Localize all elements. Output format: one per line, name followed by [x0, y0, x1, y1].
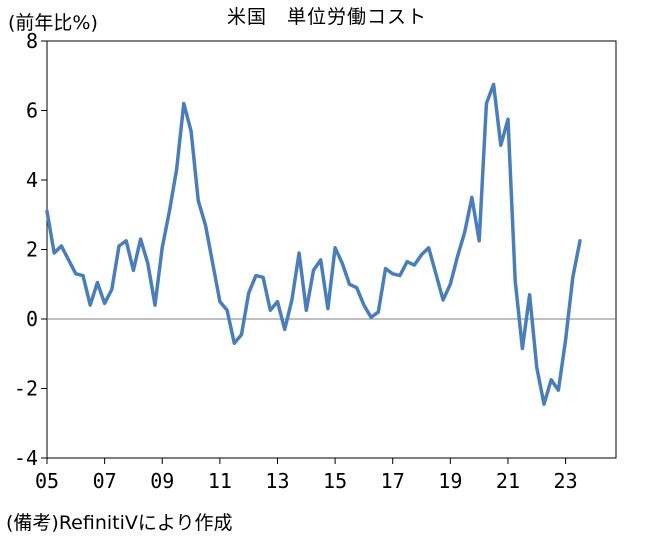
- y-tick-label: 2: [26, 238, 38, 262]
- x-tick-label: 11: [208, 469, 232, 493]
- y-axis-ticks: 8 6 4 2 0 -2 -4: [14, 29, 47, 470]
- x-tick-label: 09: [150, 469, 174, 493]
- x-tick-label: 05: [35, 469, 59, 493]
- chart-title: 米国 単位労働コスト: [226, 6, 427, 28]
- x-tick-label: 15: [323, 469, 347, 493]
- x-tick-label: 19: [438, 469, 462, 493]
- x-tick-label: 13: [265, 469, 289, 493]
- x-axis-ticks: 05 07 09 11 13 15 17 19 21 23: [35, 458, 578, 493]
- y-tick-label: 0: [26, 307, 38, 331]
- y-tick-label: -4: [14, 446, 38, 470]
- x-tick-label: 17: [381, 469, 405, 493]
- series-layer: [45, 82, 582, 406]
- x-tick-label: 21: [496, 469, 520, 493]
- y-tick-label: 6: [26, 99, 38, 123]
- source-note: (備考)RefinitiVにより作成: [6, 512, 233, 534]
- y-axis-unit-label: (前年比%): [8, 12, 98, 34]
- x-tick-label: 07: [93, 469, 117, 493]
- series-line: [45, 82, 582, 406]
- x-tick-label: 23: [554, 469, 578, 493]
- y-tick-label: 8: [26, 29, 38, 53]
- y-tick-label: 4: [26, 168, 38, 192]
- plot-area-frame: [46, 40, 617, 459]
- y-tick-label: -2: [14, 377, 38, 401]
